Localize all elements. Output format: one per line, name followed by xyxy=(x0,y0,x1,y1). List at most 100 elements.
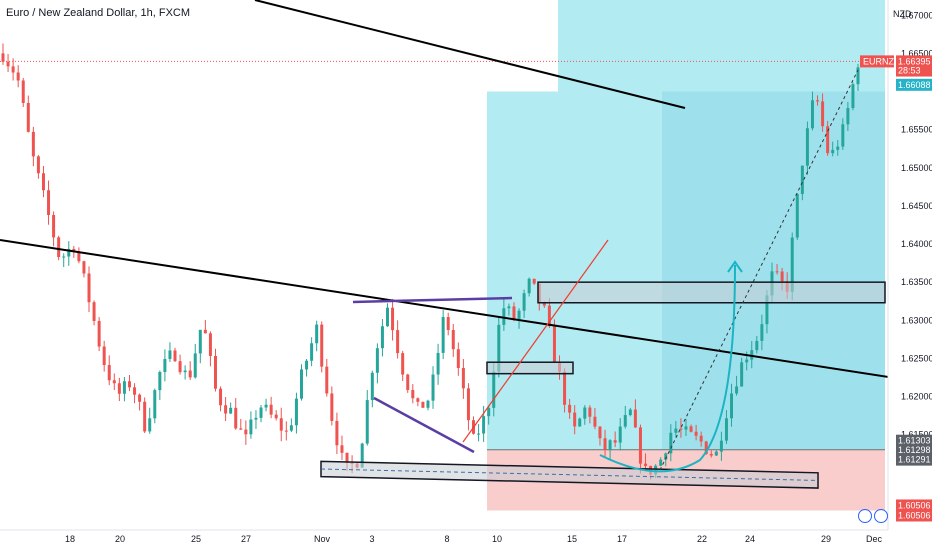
candle-body xyxy=(856,67,860,85)
candle-body xyxy=(198,329,202,354)
candle-body xyxy=(532,278,536,284)
candle-body xyxy=(426,400,430,408)
price-tick-label: 1.61500 xyxy=(901,430,932,440)
candle-body xyxy=(765,295,769,325)
candle-body xyxy=(97,320,101,347)
candle-body xyxy=(173,350,177,362)
price-tick-label: 1.65000 xyxy=(901,163,932,173)
candle-body xyxy=(299,369,303,399)
candle-body xyxy=(578,418,582,427)
candle-body xyxy=(213,355,217,389)
candle-body xyxy=(421,401,425,408)
candle-body xyxy=(360,443,364,468)
price-tick-label: 1.64500 xyxy=(901,201,932,211)
candle-body xyxy=(522,293,526,311)
candle-body xyxy=(401,353,405,375)
target-zone-upper xyxy=(558,0,885,92)
candle-body xyxy=(203,329,207,334)
candle-body xyxy=(800,165,804,195)
time-tick-label: Dec xyxy=(866,534,883,544)
price-tick-label: 1.65500 xyxy=(901,125,932,135)
candle-body xyxy=(730,393,734,419)
chart-title: Euro / New Zealand Dollar, 1h, FXCM xyxy=(6,7,191,19)
candle-body xyxy=(644,463,648,466)
candle-body xyxy=(158,371,162,391)
candle-body xyxy=(47,190,51,216)
candle-body xyxy=(138,394,142,402)
candle-body xyxy=(117,383,121,394)
time-tick-label: 10 xyxy=(492,534,502,544)
candle-body xyxy=(436,352,440,375)
currency-label: NZD xyxy=(893,9,912,19)
candle-body xyxy=(623,415,627,427)
candle-body xyxy=(305,360,309,370)
candle-body xyxy=(52,215,56,238)
candle-body xyxy=(330,393,334,421)
candle-body xyxy=(21,80,25,103)
candle-body xyxy=(416,398,420,402)
candle-body xyxy=(229,407,233,414)
candle-body xyxy=(466,388,470,421)
symbol-tag: EURNZD xyxy=(863,56,901,66)
symbol-tag-box xyxy=(860,55,894,68)
candle-body xyxy=(289,425,293,431)
candle-body xyxy=(512,306,516,320)
settings-globe-icon[interactable] xyxy=(858,509,872,523)
price-tick-label: 1.63500 xyxy=(901,277,932,287)
upper-trendline xyxy=(254,0,686,109)
candle-body xyxy=(790,237,794,292)
projection-line xyxy=(659,69,859,471)
candle-body xyxy=(593,416,597,427)
time-tick-label: 15 xyxy=(567,534,577,544)
candle-body xyxy=(163,358,167,372)
price-tag: 1.66395 xyxy=(898,56,931,66)
candle-body xyxy=(669,432,673,454)
candle-body xyxy=(603,438,607,450)
lower-trendline xyxy=(0,239,896,379)
candle-body xyxy=(699,435,703,442)
candle-body xyxy=(219,388,223,406)
time-tick-label: 25 xyxy=(191,534,201,544)
candle-body xyxy=(735,386,739,394)
time-tick-label: 29 xyxy=(821,534,831,544)
candle-body xyxy=(816,100,820,102)
candle-body xyxy=(552,326,556,362)
candle-body xyxy=(87,273,91,303)
time-tick-label: Nov xyxy=(314,534,331,544)
candle-body xyxy=(431,374,435,401)
candle-body xyxy=(451,330,455,350)
candle-body xyxy=(497,324,501,372)
candle-body xyxy=(411,389,415,399)
drawings xyxy=(0,0,896,473)
candle-body xyxy=(441,317,445,353)
candle-body xyxy=(375,348,379,373)
candle-body xyxy=(598,426,602,439)
candle-body xyxy=(82,261,86,274)
candle-body xyxy=(11,66,15,73)
time-tick-label: 18 xyxy=(65,534,75,544)
time-axis: 18 20 25 27 Nov 3 8 10 15 17 22 24 29 Dec xyxy=(65,534,883,544)
candle-body xyxy=(583,407,587,419)
candle-body xyxy=(244,429,248,435)
candle-body xyxy=(795,194,799,238)
price-tick-label: 1.62500 xyxy=(901,353,932,363)
candle-body xyxy=(836,146,840,150)
price-tag-box xyxy=(896,55,932,68)
candle-body xyxy=(335,420,339,446)
price-tag-box xyxy=(896,434,932,447)
candle-body xyxy=(461,368,465,389)
candle-body xyxy=(456,349,460,369)
candle-body xyxy=(178,361,182,373)
candle-body xyxy=(588,407,592,417)
price-tag: 1.61298 xyxy=(898,445,931,455)
candle-body xyxy=(380,326,384,349)
candle-body xyxy=(547,305,551,327)
sr-zones xyxy=(320,281,886,489)
candle-body xyxy=(608,440,612,450)
indicator-icon[interactable] xyxy=(874,509,888,523)
candle-body xyxy=(568,404,572,413)
price-tag-box xyxy=(896,64,932,77)
cup-arrow-curve xyxy=(599,264,736,473)
candle-body xyxy=(740,362,744,387)
